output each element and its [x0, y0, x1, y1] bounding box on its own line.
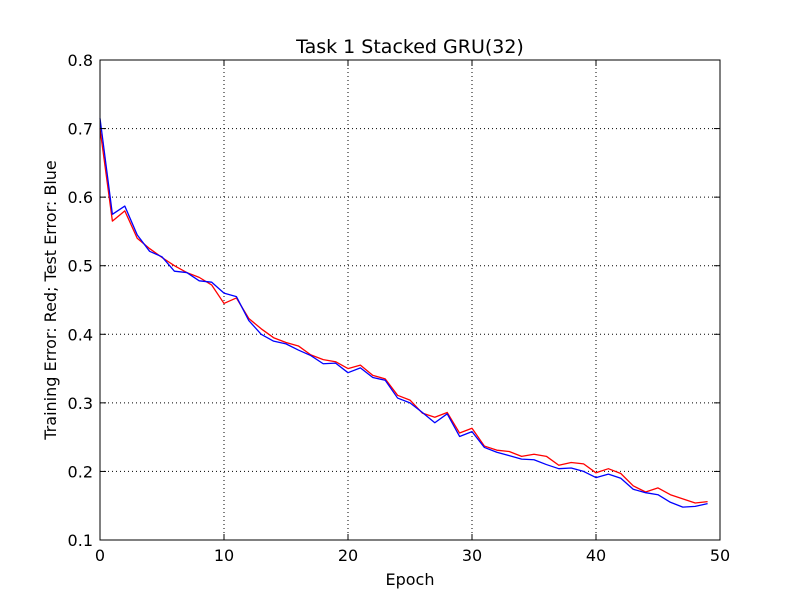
y-tick-label: 0.3 [68, 394, 93, 413]
x-tick-label: 30 [462, 546, 482, 565]
y-tick-label: 0.6 [68, 188, 93, 207]
chart-title: Task 1 Stacked GRU(32) [295, 36, 524, 58]
y-tick-label: 0.5 [68, 257, 93, 276]
y-tick-label: 0.8 [68, 51, 93, 70]
test-error-line [99, 118, 708, 508]
y-tick-label: 0.2 [68, 462, 93, 481]
x-tick-label: 0 [95, 546, 105, 565]
x-tick-label: 50 [710, 546, 730, 565]
x-tick-label: 10 [214, 546, 234, 565]
plot-frame [99, 59, 721, 541]
y-tick-label: 0.1 [68, 531, 93, 550]
training-error-line [99, 128, 708, 504]
axis-ticks: 0 10 20 30 40 50 0.1 0.2 0.3 0.4 0.5 0.6 0.7 0.8 [68, 51, 731, 565]
y-tick-label: 0.7 [68, 120, 93, 139]
x-tick-label: 20 [338, 546, 358, 565]
y-tick-label: 0.4 [68, 325, 93, 344]
y-axis-label: Training Error: Red; Test Error: Blue [41, 160, 60, 440]
series-group [99, 118, 708, 508]
x-tick-label: 40 [586, 546, 606, 565]
x-axis-label: Epoch [386, 570, 435, 589]
